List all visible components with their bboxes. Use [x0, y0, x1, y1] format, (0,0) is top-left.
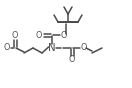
Text: O: O	[12, 32, 18, 40]
Text: N: N	[48, 43, 56, 53]
Text: O: O	[69, 56, 75, 65]
Text: O: O	[81, 43, 87, 53]
Text: O: O	[4, 43, 10, 53]
Text: O: O	[61, 31, 67, 40]
Text: O: O	[36, 31, 42, 40]
